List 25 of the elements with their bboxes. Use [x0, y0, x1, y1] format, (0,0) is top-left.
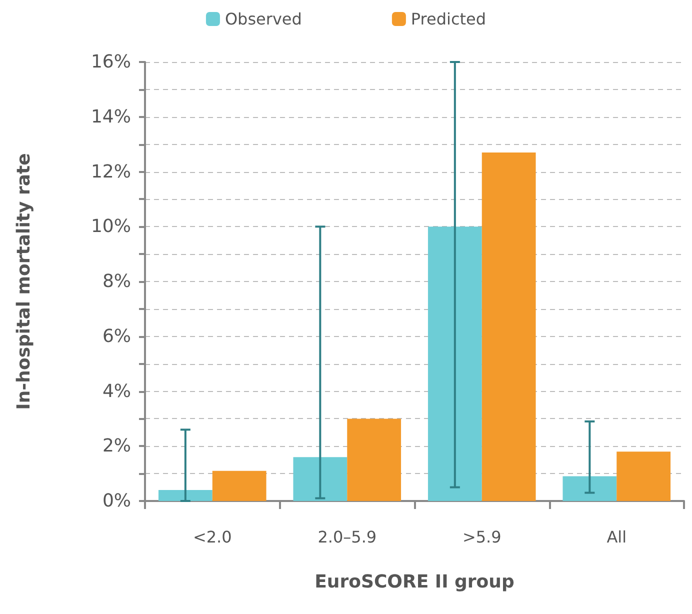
bar	[428, 226, 482, 501]
y-tick-label: 2%	[102, 436, 131, 457]
y-tick-label: 16%	[90, 52, 131, 72]
y-tick-label: 12%	[90, 161, 131, 182]
y-tick-label: 4%	[102, 380, 131, 402]
bar	[293, 457, 348, 501]
bar	[482, 152, 536, 501]
x-tick-label: 2.0–5.9	[318, 528, 377, 546]
y-tick-label: 6%	[102, 326, 131, 347]
x-tick-label: <2.0	[192, 528, 232, 546]
y-tick-label: 0%	[102, 490, 131, 512]
bar	[212, 470, 266, 501]
y-tick-label: 8%	[102, 271, 131, 292]
bar	[158, 490, 212, 501]
bar	[347, 418, 402, 501]
x-tick-label: All	[606, 528, 627, 546]
x-axis-title: EuroSCORE II group	[314, 572, 514, 592]
legend-label: Observed	[224, 10, 302, 28]
x-tick-label: >5.9	[462, 528, 502, 546]
y-axis-title: In-hospital mortality rate	[14, 153, 34, 410]
legend-label: Predicted	[410, 10, 486, 28]
bar	[616, 452, 671, 501]
y-tick-label: 10%	[90, 216, 131, 238]
bar	[562, 476, 617, 501]
y-tick-label: 14%	[90, 106, 131, 128]
